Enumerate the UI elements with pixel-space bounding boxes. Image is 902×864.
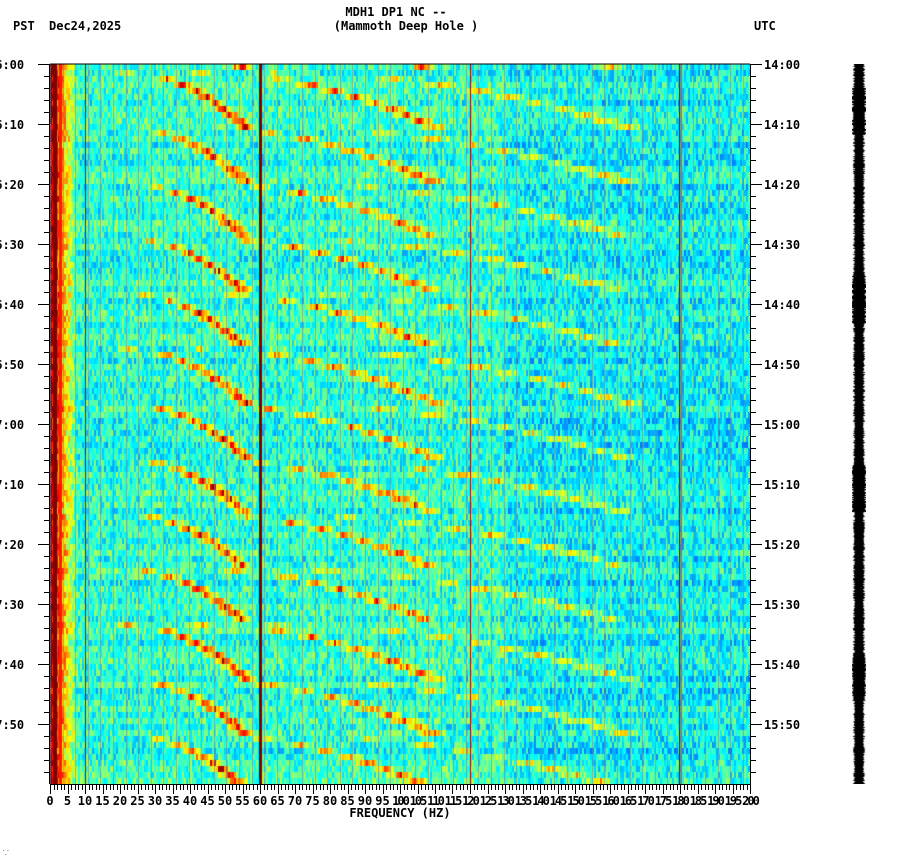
- y-tick-label-left: 06:10: [0, 118, 25, 132]
- y-tick-label-right: 14:40: [764, 298, 801, 312]
- x-tick-label: 85: [340, 794, 355, 808]
- x-tick-label: 90: [357, 794, 373, 808]
- left-timezone-label: PST: [13, 19, 35, 33]
- y-tick-label-right: 15:40: [764, 658, 801, 672]
- x-tick-label: 190: [707, 794, 725, 808]
- x-tick-label: 65: [270, 794, 285, 808]
- x-tick-label: 15: [95, 794, 110, 808]
- x-tick-label: 80: [322, 794, 338, 808]
- x-tick-label: 60: [252, 794, 268, 808]
- x-tick-label: 135: [514, 794, 533, 808]
- y-tick-label-left: 07:20: [0, 538, 25, 552]
- x-tick-label: 175: [654, 794, 673, 808]
- seismogram-trace: [852, 64, 866, 784]
- y-tick-label-left: 06:50: [0, 358, 25, 372]
- x-tick-label: 5: [63, 794, 72, 808]
- x-tick-label: 170: [637, 794, 655, 808]
- x-tick-label: 55: [235, 794, 250, 808]
- x-tick-label: 155: [584, 794, 603, 808]
- y-tick-label-right: 14:00: [764, 58, 801, 72]
- x-tick-label: 110: [427, 794, 445, 808]
- y-tick-label-right: 15:10: [764, 478, 801, 492]
- y-tick-label-right: 15:50: [764, 718, 801, 732]
- y-tick-label-right: 14:10: [764, 118, 801, 132]
- y-tick-label-left: 07:30: [0, 598, 25, 612]
- x-tick-label: 165: [619, 794, 638, 808]
- y-tick-label-left: 06:30: [0, 238, 25, 252]
- y-tick-label-left: 07:40: [0, 658, 25, 672]
- station-name: (Mammoth Deep Hole ): [333, 19, 479, 33]
- x-tick-label: 105: [409, 794, 428, 808]
- x-tick-label: 185: [689, 794, 708, 808]
- x-tick-label: 125: [479, 794, 498, 808]
- y-tick-label-left: 07:00: [0, 418, 25, 432]
- corner-mark: ⸪: [3, 849, 9, 857]
- y-tick-label-left: 06:00: [0, 58, 25, 72]
- x-tick-label: 35: [165, 794, 180, 808]
- x-tick-label: 75: [305, 794, 320, 808]
- spectrogram-image: [50, 64, 750, 784]
- x-tick-label: 145: [549, 794, 568, 808]
- x-tick-label: 70: [287, 794, 303, 808]
- right-timezone-label: UTC: [754, 19, 776, 33]
- y-tick-label-right: 15:20: [764, 538, 801, 552]
- date-label: Dec24,2025: [49, 19, 122, 33]
- x-axis-title: FREQUENCY (HZ): [349, 806, 451, 820]
- x-tick-label: 180: [672, 794, 690, 808]
- x-tick-label: 200: [742, 794, 760, 808]
- y-tick-label-right: 15:00: [764, 418, 801, 432]
- x-tick-label: 20: [112, 794, 128, 808]
- y-tick-label-left: 07:10: [0, 478, 25, 492]
- x-tick-label: 140: [532, 794, 550, 808]
- y-tick-label-left: 06:40: [0, 298, 25, 312]
- x-tick-label: 30: [147, 794, 163, 808]
- y-tick-label-right: 14:50: [764, 358, 801, 372]
- x-tick-label: 45: [200, 794, 215, 808]
- x-tick-label: 50: [217, 794, 233, 808]
- spectrogram-plot: [50, 64, 750, 784]
- x-tick-label: 40: [182, 794, 198, 808]
- y-tick-label-left: 07:50: [0, 718, 25, 732]
- y-tick-label-right: 14:20: [764, 178, 801, 192]
- y-tick-label-right: 15:30: [764, 598, 801, 612]
- x-tick-label: 95: [375, 794, 390, 808]
- station-title: MDH1 DP1 NC --: [345, 5, 447, 19]
- x-tick-label: 195: [724, 794, 743, 808]
- x-tick-label: 0: [46, 794, 54, 808]
- x-tick-label: 25: [130, 794, 145, 808]
- x-tick-label: 150: [567, 794, 585, 808]
- x-tick-label: 130: [497, 794, 515, 808]
- x-tick-label: 10: [77, 794, 93, 808]
- x-tick-label: 160: [602, 794, 620, 808]
- x-tick-label: 100: [392, 794, 410, 808]
- x-tick-label: 115: [444, 794, 463, 808]
- x-tick-label: 120: [462, 794, 480, 808]
- y-tick-label-left: 06:20: [0, 178, 25, 192]
- y-tick-label-right: 14:30: [764, 238, 801, 252]
